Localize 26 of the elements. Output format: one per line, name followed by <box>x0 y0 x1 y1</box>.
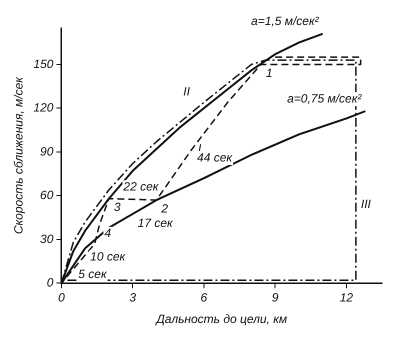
annotation: 3 <box>114 200 121 214</box>
annotation: III <box>360 197 372 212</box>
annotation: 44 сек <box>197 150 234 164</box>
series-label: a=1,5 м/сек² <box>251 14 320 28</box>
series-label: II <box>183 84 191 99</box>
series-label: a=0,75 м/сек² <box>287 91 362 106</box>
x-tick-label: 6 <box>200 290 208 305</box>
annotation: 1 <box>266 66 273 80</box>
annotation: 4 <box>104 226 112 240</box>
y-axis-title: Скорость сближения, м/сек <box>12 76 26 234</box>
y-tick-label: 90 <box>40 144 54 158</box>
annotation: 17 сек <box>138 216 174 230</box>
x-axis-title: Дальность до цели, км <box>154 312 288 326</box>
x-tick-label: 3 <box>129 290 136 305</box>
annotation: 22 сек <box>122 180 160 194</box>
y-tick-label: 30 <box>40 232 54 246</box>
annotation: 5 сек <box>78 267 108 282</box>
x-tick-label: 9 <box>272 290 279 305</box>
y-tick-label: 0 <box>46 276 54 290</box>
annotation: 10 сек <box>90 250 127 264</box>
x-tick-label: 12 <box>340 290 354 305</box>
annotation: 2 <box>160 201 168 216</box>
y-tick-label: 150 <box>33 56 54 71</box>
y-tick-label: 120 <box>33 100 54 115</box>
y-tick-label: 60 <box>40 188 54 202</box>
x-tick-label: 0 <box>58 290 66 305</box>
